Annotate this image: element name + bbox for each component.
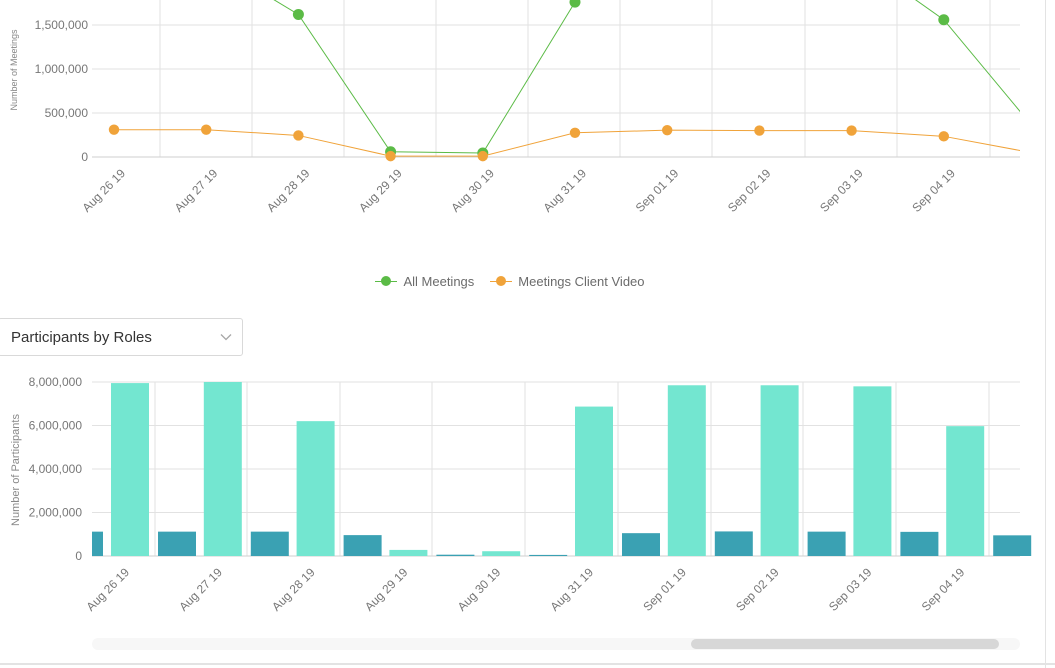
y-tick-label: 1,000,000 <box>35 62 89 76</box>
series-meetings-client-video <box>108 124 1020 162</box>
bar-series-2 <box>482 551 521 556</box>
panel-bottom-border <box>0 663 1055 665</box>
y-tick-label: 8,000,000 <box>29 375 83 389</box>
x-tick-label: Aug 30 19 <box>455 565 504 614</box>
data-point-meetings-client-video <box>201 124 212 135</box>
meetings-line-chart: 0 500,000 1,000,000 1,500,000 Number of Meet… <box>9 0 1020 215</box>
data-point-meetings-client-video <box>477 150 488 162</box>
chart-legend: All Meetings Meetings Client Video <box>0 270 1020 292</box>
data-point-meetings-client-video <box>293 130 304 141</box>
dropdown-selected-label: Participants by Roles <box>11 328 152 346</box>
bar-series-2 <box>111 383 149 556</box>
data-point-all-meetings <box>569 0 581 8</box>
chevron-down-icon <box>220 334 232 341</box>
y-tick-label: 0 <box>81 150 88 164</box>
y-tick-label: 4,000,000 <box>29 462 83 476</box>
bar-series-1 <box>250 531 289 556</box>
y-tick-label: 2,000,000 <box>29 506 83 520</box>
participants-bar-chart: 0 2,000,000 4,000,000 6,000,000 8,000,000 Num… <box>10 375 1032 614</box>
legend-item-meetings-client-video[interactable]: Meetings Client Video <box>490 273 645 289</box>
bar-series-2 <box>296 421 335 556</box>
x-tick-label: Aug 28 19 <box>264 166 313 215</box>
x-tick-label: Sep 01 19 <box>633 166 682 215</box>
bar-series-2 <box>575 406 613 556</box>
x-tick-label: Sep 01 19 <box>640 565 689 614</box>
bar-series-1 <box>436 554 475 556</box>
x-tick-label: Aug 26 19 <box>84 565 133 614</box>
bar-series-1 <box>622 533 660 556</box>
x-tick-label: Sep 04 19 <box>919 565 968 614</box>
x-tick-label: Aug 30 19 <box>448 166 497 215</box>
y-axis-title: Number of Meetings <box>9 29 19 111</box>
data-point-all-meetings <box>938 14 950 26</box>
legend-item-all-meetings[interactable]: All Meetings <box>375 274 474 289</box>
data-point-meetings-client-video <box>569 127 581 138</box>
legend-swatch-meetings-client-video <box>490 275 513 287</box>
y-tick-label: 0 <box>75 549 82 563</box>
x-tick-label: Aug 27 19 <box>172 166 221 215</box>
y-tick-label: 500,000 <box>45 106 89 120</box>
legend-label-meetings-client-video: Meetings Client Video <box>518 273 645 289</box>
participants-roles-dropdown[interactable]: Participants by Roles <box>0 318 243 356</box>
y-tick-label: 1,500,000 <box>35 18 89 32</box>
y-axis-title: Number of Participants <box>10 414 22 526</box>
legend-swatch-all-meetings <box>375 275 398 287</box>
x-tick-label: Aug 29 19 <box>356 166 405 215</box>
data-point-meetings-client-video <box>662 124 673 136</box>
x-tick-label: Sep 02 19 <box>725 166 774 215</box>
data-point-meetings-client-video <box>846 125 857 136</box>
bar-series-2 <box>760 385 799 556</box>
x-tick-label: Aug 31 19 <box>541 166 590 215</box>
x-tick-label: Sep 04 19 <box>909 166 958 215</box>
data-point-meetings-client-video <box>385 150 396 162</box>
horizontal-scrollbar[interactable] <box>92 638 1020 650</box>
bar-series-1 <box>92 531 103 556</box>
y-tick-label: 6,000,000 <box>29 419 83 433</box>
bar-series-1 <box>900 531 939 556</box>
scrollbar-thumb[interactable] <box>691 639 999 649</box>
x-tick-label: Aug 28 19 <box>269 565 318 614</box>
legend-label-all-meetings: All Meetings <box>403 273 475 289</box>
bars <box>92 382 1032 556</box>
bar-series-2 <box>203 382 242 556</box>
bar-series-1 <box>993 535 1032 556</box>
bar-series-2 <box>389 549 428 556</box>
bar-series-2 <box>853 386 892 556</box>
bar-series-1 <box>343 535 382 556</box>
bar-series-1 <box>1000 554 1020 556</box>
x-tick-label: Sep 03 19 <box>826 565 875 614</box>
x-tick-label: Aug 26 19 <box>80 166 129 215</box>
x-tick-label: Aug 29 19 <box>362 565 411 614</box>
panel-right-border <box>1045 0 1046 668</box>
data-point-meetings-client-video <box>754 125 765 136</box>
bar-series-1 <box>714 531 753 556</box>
data-point-meetings-client-video <box>108 124 120 135</box>
x-tick-label: Sep 03 19 <box>817 166 866 215</box>
bar-series-2 <box>946 426 985 556</box>
bar-series-1 <box>529 554 568 556</box>
x-tick-label: Sep 02 19 <box>733 565 782 614</box>
bar-series-1 <box>158 531 196 556</box>
data-point-meetings-client-video <box>938 131 949 142</box>
x-tick-label: Aug 31 19 <box>548 565 597 614</box>
x-tick-label: Aug 27 19 <box>176 565 225 614</box>
data-point-all-meetings <box>292 8 304 20</box>
bar-series-1 <box>807 531 846 556</box>
bar-series-2 <box>667 385 706 556</box>
